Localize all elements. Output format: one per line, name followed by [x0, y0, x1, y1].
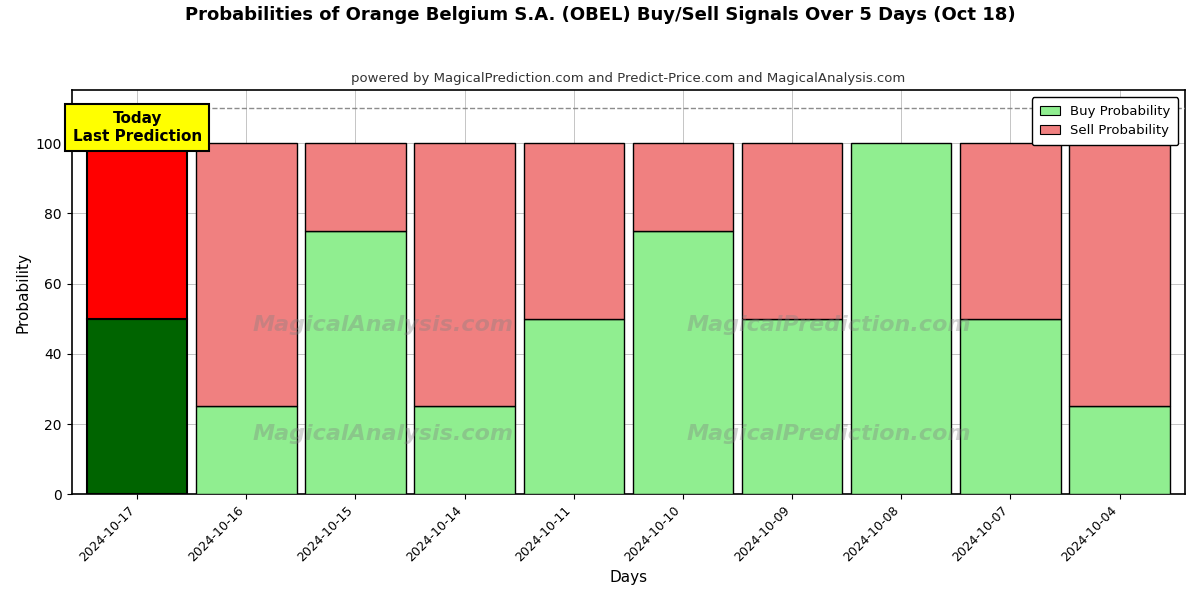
X-axis label: Days: Days	[610, 570, 647, 585]
Bar	[742, 319, 842, 494]
Bar	[523, 319, 624, 494]
Text: MagicalAnalysis.com: MagicalAnalysis.com	[253, 314, 514, 335]
Bar	[196, 406, 296, 494]
Text: Probabilities of Orange Belgium S.A. (OBEL) Buy/Sell Signals Over 5 Days (Oct 18: Probabilities of Orange Belgium S.A. (OB…	[185, 6, 1015, 24]
Bar	[742, 143, 842, 319]
Text: MagicalPrediction.com: MagicalPrediction.com	[686, 314, 971, 335]
Bar	[305, 143, 406, 231]
Text: MagicalPrediction.com: MagicalPrediction.com	[686, 424, 971, 443]
Legend: Buy Probability, Sell Probability: Buy Probability, Sell Probability	[1032, 97, 1178, 145]
Bar	[1069, 143, 1170, 406]
Bar	[305, 231, 406, 494]
Bar	[960, 319, 1061, 494]
Bar	[86, 143, 187, 319]
Bar	[414, 406, 515, 494]
Bar	[196, 143, 296, 406]
Text: Today
Last Prediction: Today Last Prediction	[72, 112, 202, 144]
Y-axis label: Probability: Probability	[16, 252, 30, 333]
Bar	[1069, 406, 1170, 494]
Bar	[632, 143, 733, 231]
Bar	[414, 143, 515, 406]
Bar	[523, 143, 624, 319]
Bar	[86, 319, 187, 494]
Title: powered by MagicalPrediction.com and Predict-Price.com and MagicalAnalysis.com: powered by MagicalPrediction.com and Pre…	[352, 72, 906, 85]
Bar	[851, 143, 952, 494]
Text: MagicalAnalysis.com: MagicalAnalysis.com	[253, 424, 514, 443]
Bar	[632, 231, 733, 494]
Bar	[960, 143, 1061, 319]
